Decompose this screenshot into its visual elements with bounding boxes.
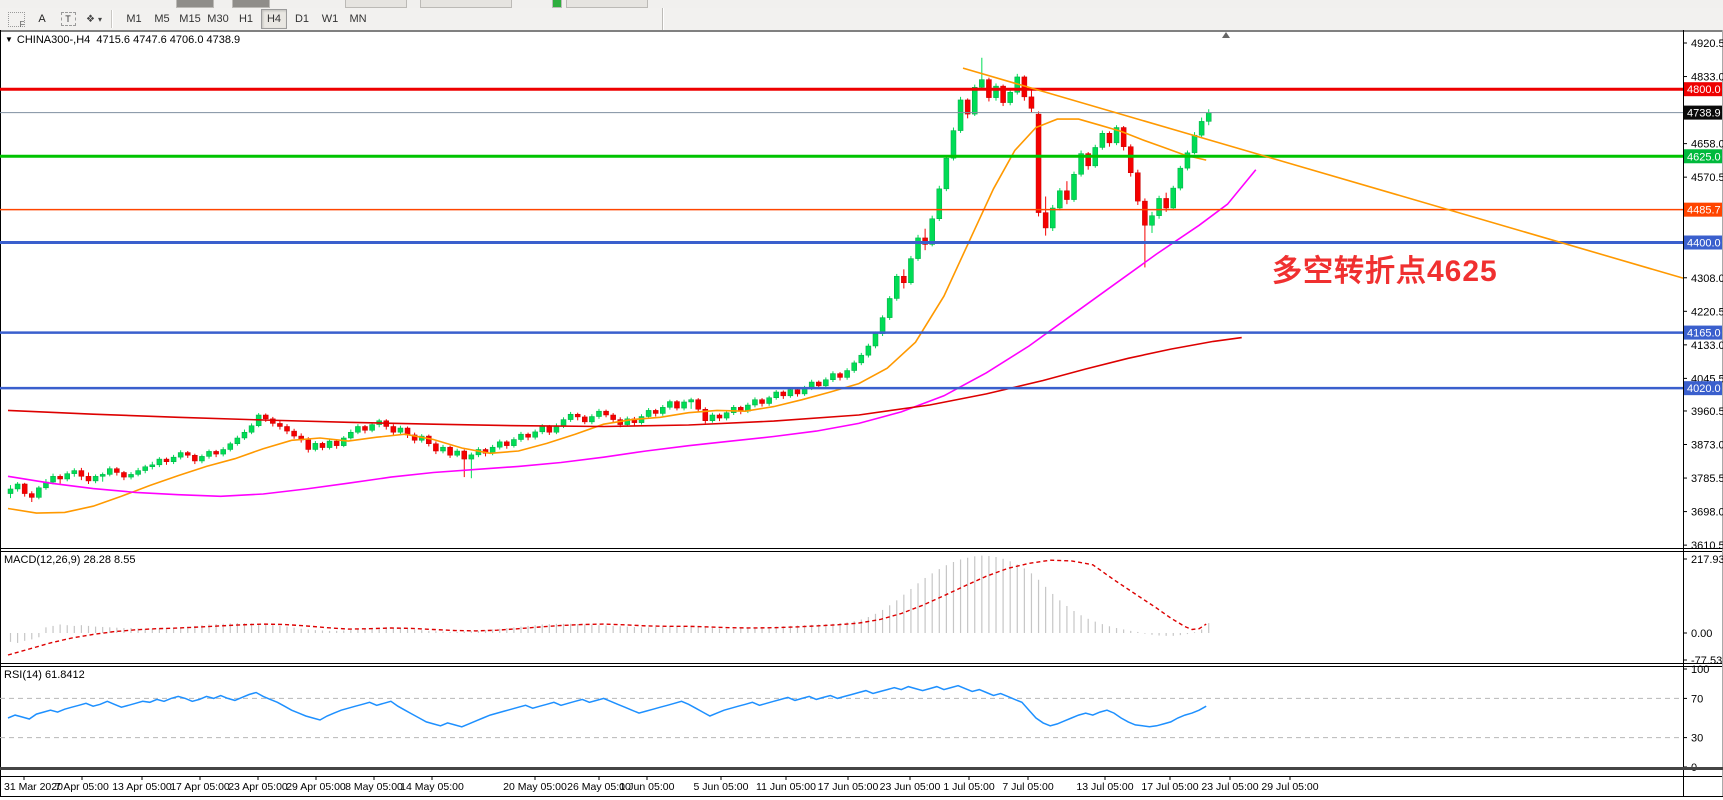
toolbar-separator: [111, 10, 113, 28]
chevron-down-icon: ▾: [97, 14, 102, 24]
ma-mid-line[interactable]: [7, 169, 1257, 498]
svg-text:4308.0: 4308.0: [1691, 273, 1723, 285]
timeframe-button-mn[interactable]: MN: [349, 13, 367, 25]
svg-text:3873.0: 3873.0: [1691, 440, 1723, 452]
svg-text:3610.5: 3610.5: [1691, 540, 1723, 552]
svg-text:1 Jun 05:00: 1 Jun 05:00: [620, 781, 675, 793]
svg-text:4658.0: 4658.0: [1691, 139, 1723, 151]
svg-text:17 Apr 05:00: 17 Apr 05:00: [170, 781, 230, 793]
svg-text:14 May 05:00: 14 May 05:00: [400, 781, 464, 793]
svg-text:29 Jul 05:00: 29 Jul 05:00: [1261, 781, 1318, 793]
arrows-icon: ❖: [86, 13, 95, 25]
svg-text:4833.0: 4833.0: [1691, 72, 1723, 84]
ma-slow-line[interactable]: [7, 336, 1242, 428]
clipped-button: [232, 0, 270, 8]
svg-text:0.00: 0.00: [1691, 628, 1712, 640]
trendline[interactable]: [962, 67, 1684, 279]
symbol-period-label: CHINA300-,H4: [16, 34, 91, 46]
clipped-indicator: [552, 0, 562, 8]
chart-text-annotation[interactable]: 多空转折点4625: [1272, 255, 1498, 288]
chart-toolbar: F A T ❖ ▾ M1 M5 M15 M30 H1 H4 D1 W1 MN: [0, 8, 1723, 31]
ma-fast-line[interactable]: [7, 118, 1207, 514]
letter-a-icon: A: [38, 13, 46, 25]
svg-text:4133.0: 4133.0: [1691, 340, 1723, 352]
macd-signal-line: [7, 559, 1207, 656]
svg-text:7 Jul 05:00: 7 Jul 05:00: [1002, 781, 1054, 793]
svg-text:70: 70: [1691, 693, 1703, 705]
svg-text:17 Jun 05:00: 17 Jun 05:00: [818, 781, 879, 793]
svg-text:29 Apr 05:00: 29 Apr 05:00: [286, 781, 346, 793]
svg-text:13 Apr 05:00: 13 Apr 05:00: [112, 781, 172, 793]
clipped-button: [420, 0, 512, 8]
rsi-panel: 10070300: [0, 664, 1709, 774]
svg-text:4625.0: 4625.0: [1687, 151, 1721, 163]
svg-text:4485.7: 4485.7: [1687, 205, 1721, 217]
chevron-down-icon: ▼: [5, 35, 13, 44]
chart-window: 4920.5 4833.0 4658.0 4570.5 4308.0 4220.5 4133…: [0, 30, 1723, 800]
dashed-t-icon: T: [60, 12, 76, 26]
clipped-button: [566, 0, 648, 8]
svg-text:4165.0: 4165.0: [1687, 328, 1721, 340]
svg-text:217.93: 217.93: [1691, 554, 1723, 566]
arrows-tool-button[interactable]: ❖ ▾: [82, 9, 106, 29]
svg-text:7 Apr 05:00: 7 Apr 05:00: [55, 781, 109, 793]
timeframe-buttons-group: M1 M5 M15 M30 H1 H4 D1 W1 MN: [117, 8, 372, 30]
text-label-tool-button[interactable]: A: [30, 9, 54, 29]
macd-indicator-label: MACD(12,26,9) 28.28 8.55: [4, 554, 136, 566]
svg-text:20 May 05:00: 20 May 05:00: [503, 781, 567, 793]
svg-text:4800.0: 4800.0: [1687, 84, 1721, 96]
svg-text:3960.5: 3960.5: [1691, 406, 1723, 418]
ohlc-values-label: 4715.6 4747.6 4706.0 4738.9: [96, 34, 241, 46]
svg-text:3698.0: 3698.0: [1691, 507, 1723, 519]
price-axis[interactable]: 4920.5 4833.0 4658.0 4570.5 4308.0 4220.5 4133…: [1683, 38, 1723, 552]
macd-panel: 217.93 0.00 -77.53: [7, 554, 1723, 667]
svg-text:-77.53: -77.53: [1691, 655, 1722, 667]
svg-text:4738.9: 4738.9: [1687, 108, 1721, 120]
timeframe-button-m30[interactable]: M30: [207, 13, 229, 25]
chart-shift-marker-icon[interactable]: [1222, 32, 1230, 38]
svg-text:23 Jul 05:00: 23 Jul 05:00: [1201, 781, 1258, 793]
svg-text:4920.5: 4920.5: [1691, 38, 1723, 50]
svg-text:100: 100: [1691, 664, 1709, 676]
timeframe-button-h1[interactable]: H1: [238, 13, 254, 25]
cursor-grid-tool-button[interactable]: F: [4, 9, 28, 29]
timeframe-button-m1[interactable]: M1: [126, 13, 142, 25]
timeframe-button-m15[interactable]: M15: [179, 13, 201, 25]
toolbar-separator: [662, 8, 664, 30]
price-chart-canvas[interactable]: 4920.5 4833.0 4658.0 4570.5 4308.0 4220.5 4133…: [0, 30, 1723, 800]
svg-text:4220.5: 4220.5: [1691, 306, 1723, 318]
svg-text:1 Jul 05:00: 1 Jul 05:00: [943, 781, 995, 793]
svg-text:30: 30: [1691, 733, 1703, 745]
clipped-button: [176, 0, 214, 8]
rsi-indicator-label: RSI(14) 61.8412: [4, 669, 85, 681]
svg-text:4020.0: 4020.0: [1687, 383, 1721, 395]
svg-text:26 May 05:00: 26 May 05:00: [567, 781, 631, 793]
svg-text:4400.0: 4400.0: [1687, 238, 1721, 250]
svg-text:31 Mar 2020: 31 Mar 2020: [4, 781, 63, 793]
grid-f-icon: F: [7, 11, 25, 29]
svg-text:11 Jun 05:00: 11 Jun 05:00: [756, 781, 816, 793]
text-box-tool-button[interactable]: T: [56, 9, 80, 29]
timeframe-button-h4[interactable]: H4: [261, 9, 287, 29]
clipped-button: [345, 0, 407, 8]
svg-text:13 Jul 05:00: 13 Jul 05:00: [1076, 781, 1133, 793]
drawing-tools-group: F A T ❖ ▾: [0, 8, 107, 30]
window-bottom-edge: [0, 767, 1723, 770]
candles-layer: [7, 57, 1212, 503]
horizontal-level-lines[interactable]: [0, 87, 1683, 390]
svg-text:17 Jul 05:00: 17 Jul 05:00: [1141, 781, 1198, 793]
svg-text:23 Jun 05:00: 23 Jun 05:00: [880, 781, 941, 793]
svg-text:23 Apr 05:00: 23 Apr 05:00: [228, 781, 288, 793]
rsi-line: [7, 684, 1207, 728]
svg-text:8 May 05:00: 8 May 05:00: [345, 781, 403, 793]
svg-text:5 Jun 05:00: 5 Jun 05:00: [694, 781, 749, 793]
svg-text:4570.5: 4570.5: [1691, 172, 1723, 184]
svg-text:3785.5: 3785.5: [1691, 473, 1723, 485]
timeframe-button-w1[interactable]: W1: [321, 13, 339, 25]
chart-symbol-title[interactable]: ▼ CHINA300-,H4 4715.6 4747.6 4706.0 4738.…: [5, 34, 240, 46]
timeframe-button-d1[interactable]: D1: [294, 13, 310, 25]
timeframe-button-m5[interactable]: M5: [154, 13, 170, 25]
